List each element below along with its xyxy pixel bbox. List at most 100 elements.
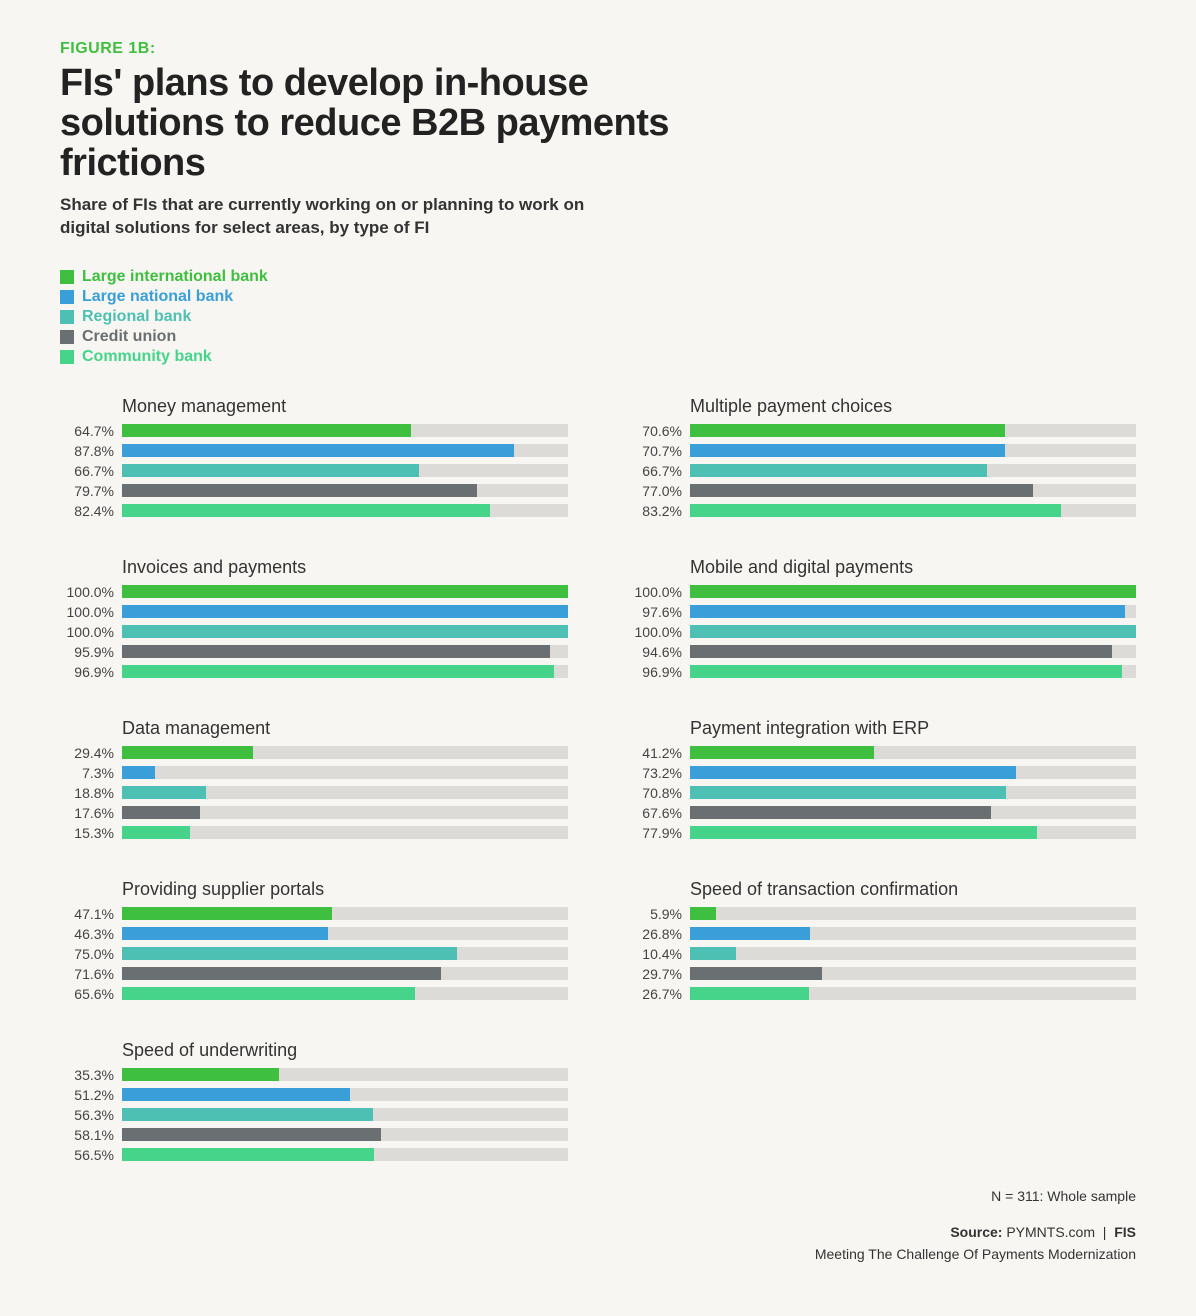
bar-value-label: 29.7%: [628, 966, 682, 982]
bar-track: [122, 766, 568, 779]
bar-value-label: 83.2%: [628, 503, 682, 519]
chart-title: Invoices and payments: [122, 557, 568, 578]
bar-value-label: 100.0%: [628, 584, 682, 600]
legend-swatch: [60, 310, 74, 324]
bar-track: [690, 645, 1136, 658]
bar-track: [122, 504, 568, 517]
bar-fill: [690, 645, 1112, 658]
bar-row: 17.6%: [60, 805, 568, 821]
bar-track: [690, 605, 1136, 618]
bar-value-label: 65.6%: [60, 986, 114, 1002]
bar-value-label: 41.2%: [628, 745, 682, 761]
bar-row: 77.9%: [628, 825, 1136, 841]
bar-fill: [690, 987, 809, 1000]
chart-title: Speed of transaction confirmation: [690, 879, 1136, 900]
bar-track: [690, 665, 1136, 678]
bar-fill: [690, 746, 874, 759]
bar-track: [122, 484, 568, 497]
bar-row: 83.2%: [628, 503, 1136, 519]
bar-row: 67.6%: [628, 805, 1136, 821]
bar-fill: [690, 424, 1005, 437]
chart-block: Invoices and payments100.0%100.0%100.0%9…: [60, 557, 568, 684]
chart-block: Payment integration with ERP 41.2% 73.2% 70…: [628, 718, 1136, 845]
chart-title: Speed of underwriting: [122, 1040, 568, 1061]
bar-row: 100.0%: [60, 584, 568, 600]
bar-fill: [690, 826, 1037, 839]
bar-value-label: 56.5%: [60, 1147, 114, 1163]
bar-row: 70.6%: [628, 423, 1136, 439]
bar-value-label: 70.7%: [628, 443, 682, 459]
bar-row: 100.0%: [60, 624, 568, 640]
bar-track: [690, 746, 1136, 759]
bar-value-label: 71.6%: [60, 966, 114, 982]
bar-row: 66.7%: [628, 463, 1136, 479]
bar-value-label: 67.6%: [628, 805, 682, 821]
legend: Large international bank Large national b…: [60, 268, 1136, 366]
legend-item: Community bank: [60, 348, 1136, 366]
footer-sample: N = 311: Whole sample: [60, 1185, 1136, 1207]
bar-row: 46.3%: [60, 926, 568, 942]
bar-track: [690, 786, 1136, 799]
bar-row: 97.6%: [628, 604, 1136, 620]
bar-track: [690, 967, 1136, 980]
bar-value-label: 96.9%: [60, 664, 114, 680]
bar-value-label: 100.0%: [628, 624, 682, 640]
bar-fill: [122, 766, 155, 779]
bar-row: 26.8%: [628, 926, 1136, 942]
bar-row: 51.2%: [60, 1087, 568, 1103]
bar-row: 41.2%: [628, 745, 1136, 761]
bar-track: [122, 464, 568, 477]
bar-row: 77.0%: [628, 483, 1136, 499]
bar-row: 5.9%: [628, 906, 1136, 922]
bar-fill: [122, 786, 206, 799]
bar-value-label: 79.7%: [60, 483, 114, 499]
bar-value-label: 64.7%: [60, 423, 114, 439]
bar-track: [122, 1128, 568, 1141]
bar-row: 7.3%: [60, 765, 568, 781]
bar-value-label: 56.3%: [60, 1107, 114, 1123]
bar-fill: [122, 1108, 373, 1121]
bar-row: 96.9%: [60, 664, 568, 680]
bar-track: [122, 987, 568, 1000]
bar-row: 75.0%: [60, 946, 568, 962]
bar-fill: [690, 484, 1033, 497]
legend-label: Credit union: [82, 328, 176, 346]
bar-fill: [122, 1148, 374, 1161]
bar-row: 79.7%: [60, 483, 568, 499]
bar-track: [122, 585, 568, 598]
bar-fill: [690, 464, 987, 477]
bar-row: 70.8%: [628, 785, 1136, 801]
legend-swatch: [60, 270, 74, 284]
bar-row: 26.7%: [628, 986, 1136, 1002]
legend-label: Large international bank: [82, 268, 268, 286]
bar-value-label: 94.6%: [628, 644, 682, 660]
bar-track: [122, 927, 568, 940]
legend-item: Credit union: [60, 328, 1136, 346]
bar-value-label: 66.7%: [628, 463, 682, 479]
bar-row: 70.7%: [628, 443, 1136, 459]
bar-value-label: 47.1%: [60, 906, 114, 922]
bar-fill: [122, 927, 328, 940]
legend-item: Large international bank: [60, 268, 1136, 286]
bar-row: 82.4%: [60, 503, 568, 519]
bar-fill: [122, 947, 457, 960]
footer-source-b: FIS: [1114, 1224, 1136, 1240]
bar-track: [690, 766, 1136, 779]
bar-fill: [122, 806, 200, 819]
bar-fill: [690, 766, 1016, 779]
chart-block: Speed of underwriting35.3%51.2%56.3%58.1…: [60, 1040, 568, 1167]
bar-value-label: 26.7%: [628, 986, 682, 1002]
bar-track: [690, 484, 1136, 497]
bar-track: [690, 625, 1136, 638]
legend-item: Large national bank: [60, 288, 1136, 306]
bar-fill: [122, 625, 568, 638]
bar-track: [122, 1108, 568, 1121]
bar-fill: [690, 786, 1006, 799]
bar-fill: [122, 424, 411, 437]
bar-row: 64.7%: [60, 423, 568, 439]
bar-fill: [690, 927, 810, 940]
bar-row: 35.3%: [60, 1067, 568, 1083]
chart-title: Payment integration with ERP: [690, 718, 1136, 739]
bar-row: 73.2%: [628, 765, 1136, 781]
bar-row: 29.4%: [60, 745, 568, 761]
